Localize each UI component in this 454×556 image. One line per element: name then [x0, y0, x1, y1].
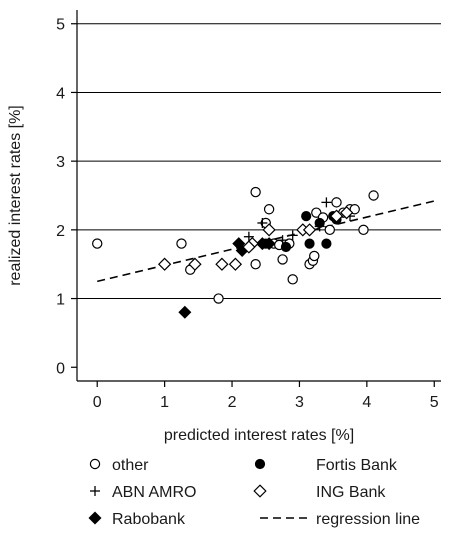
point-abn-amro	[287, 230, 298, 241]
x-tick-label: 3	[295, 394, 304, 411]
x-tick-label: 4	[362, 394, 371, 411]
point-fortis-bank	[314, 217, 325, 229]
point-ing-bank	[242, 240, 256, 254]
point-rabobank	[178, 305, 192, 319]
legend-item-abn-amro: ABN AMRO	[90, 484, 196, 501]
y-tick-label: 0	[56, 360, 65, 377]
point-ing-bank	[262, 223, 276, 237]
legend-swatch	[88, 511, 102, 525]
point-other	[263, 204, 275, 215]
point-ing-bank	[228, 257, 243, 271]
point-ing-bank	[188, 257, 202, 271]
legend-label: Fortis Bank	[316, 457, 398, 474]
point-other	[324, 224, 335, 236]
legend-item-rabobank: Rabobank	[88, 511, 186, 528]
point-other	[250, 186, 261, 198]
point-other	[92, 238, 103, 249]
point-fortis-bank	[301, 211, 312, 222]
point-ing-bank	[339, 206, 354, 220]
point-fortis-bank	[321, 238, 332, 249]
legend-item-ing-bank: ING Bank	[253, 484, 386, 501]
legend-swatch	[254, 458, 266, 470]
grid-lines	[77, 23, 441, 300]
point-abn-amro	[257, 217, 268, 228]
y-tick-label: 1	[56, 292, 65, 309]
point-other	[331, 197, 342, 208]
y-axis-label: realized interest rates [%]	[7, 105, 24, 286]
y-tick-label: 4	[56, 85, 65, 102]
point-other	[250, 259, 261, 270]
point-other	[358, 224, 369, 236]
point-fortis-bank	[260, 238, 271, 249]
legend-swatch	[89, 458, 101, 470]
y-tick-label: 3	[56, 154, 65, 171]
point-other	[213, 293, 224, 304]
point-abn-amro	[321, 197, 332, 208]
point-other	[287, 274, 298, 285]
legend-item-regression-line: regression line	[260, 511, 420, 528]
legend-label: other	[112, 457, 149, 474]
legend-label: ING Bank	[316, 484, 386, 501]
legend-item-fortis-bank: Fortis Bank	[254, 457, 398, 474]
point-ing-bank	[302, 223, 317, 237]
point-other	[349, 204, 360, 215]
legend: other Fortis Bank ABN AMRO ING Bank Rabobank…	[88, 457, 420, 528]
point-other	[176, 238, 187, 249]
point-other	[309, 250, 320, 262]
x-tick-label: 0	[93, 394, 102, 411]
point-fortis-bank	[304, 238, 315, 249]
legend-swatch	[90, 486, 100, 496]
legend-swatch	[253, 484, 267, 498]
x-axis-label: predicted interest rates [%]	[164, 427, 354, 444]
legend-label: regression line	[316, 511, 420, 528]
legend-item-other: other	[89, 457, 149, 474]
y-tick-label: 2	[56, 223, 65, 240]
legend-label: Rabobank	[112, 511, 186, 528]
axes: 0 1 2 3 4 5 0 1 2 3 4 5	[56, 10, 441, 411]
x-tick-label: 1	[160, 394, 169, 411]
point-abn-amro	[243, 231, 254, 242]
legend-label: ABN AMRO	[112, 484, 196, 501]
x-tick-label: 5	[430, 394, 439, 411]
point-other	[277, 254, 288, 265]
data-points	[92, 186, 379, 319]
point-ing-bank	[215, 257, 229, 271]
point-other	[368, 190, 379, 201]
y-tick-label: 5	[56, 17, 65, 34]
point-fortis-bank	[280, 241, 292, 253]
point-ing-bank	[157, 257, 172, 271]
point-ing-bank	[329, 209, 344, 223]
x-tick-label: 2	[228, 394, 237, 411]
